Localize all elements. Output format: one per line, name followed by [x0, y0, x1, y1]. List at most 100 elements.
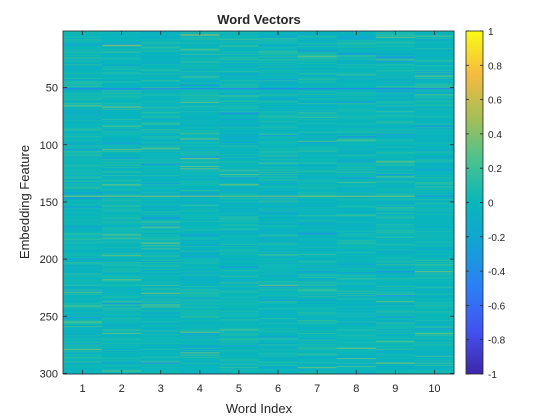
- heatmap-cell: [258, 215, 298, 217]
- heatmap-cell: [414, 122, 455, 125]
- heatmap-cell: [141, 53, 181, 56]
- heatmap-cell: [375, 171, 416, 174]
- heatmap-cell: [219, 308, 259, 311]
- heatmap-cell: [414, 257, 455, 259]
- heatmap-cell: [297, 108, 338, 111]
- heatmap-cell: [219, 148, 259, 151]
- heatmap-cell: [102, 321, 142, 323]
- heatmap-cell: [258, 48, 298, 50]
- heatmap-cell: [297, 268, 338, 271]
- heatmap-cell: [414, 338, 455, 341]
- heatmap-cell: [141, 218, 181, 221]
- heatmap-cell: [336, 354, 377, 357]
- heatmap-cell: [219, 226, 259, 229]
- heatmap-cell: [414, 251, 455, 254]
- heatmap-cell: [141, 298, 181, 301]
- heatmap-cell: [63, 325, 103, 328]
- heatmap-cell: [102, 56, 142, 58]
- heatmap-cell: [258, 354, 298, 357]
- heatmap-cell: [297, 84, 338, 87]
- heatmap-cell: [375, 148, 416, 151]
- heatmap-cell: [375, 49, 416, 51]
- heatmap-cell: [102, 279, 142, 281]
- heatmap-cell: [297, 95, 338, 97]
- heatmap-cell: [336, 274, 377, 277]
- heatmap-cell: [258, 72, 298, 74]
- heatmap-cell: [180, 135, 220, 137]
- heatmap-cell: [180, 91, 220, 94]
- heatmap-cell: [336, 260, 377, 263]
- heatmap-cell: [375, 104, 416, 106]
- heatmap-cell: [219, 60, 259, 63]
- heatmap-cell: [297, 209, 338, 211]
- heatmap-cell: [375, 145, 416, 147]
- heatmap-cell: [141, 349, 181, 352]
- heatmap-cell: [414, 162, 455, 165]
- heatmap-cell: [375, 37, 416, 40]
- heatmap-cell: [180, 199, 220, 201]
- heatmap-cell: [219, 51, 259, 54]
- heatmap-cell: [141, 277, 181, 280]
- heatmap-cell: [297, 202, 338, 205]
- heatmap-cell: [180, 93, 220, 96]
- heatmap-cell: [63, 144, 103, 146]
- heatmap-cell: [219, 273, 259, 275]
- heatmap-cell: [336, 145, 377, 147]
- heatmap-cell: [258, 201, 298, 203]
- heatmap-cell: [102, 50, 142, 52]
- heatmap-cell: [375, 203, 416, 206]
- heatmap-cell: [102, 72, 142, 74]
- heatmap-cell: [258, 89, 298, 91]
- heatmap-cell: [258, 43, 298, 46]
- heatmap-cell: [141, 57, 181, 59]
- heatmap-cell: [102, 41, 142, 43]
- heatmap-cell: [297, 60, 338, 63]
- heatmap-cell: [336, 147, 377, 150]
- heatmap-cell: [297, 232, 338, 234]
- heatmap-cell: [180, 332, 220, 335]
- heatmap-cell: [102, 43, 142, 46]
- heatmap-cell: [414, 237, 455, 240]
- heatmap-cell: [102, 353, 142, 355]
- heatmap-cell: [297, 235, 338, 238]
- heatmap-cell: [102, 122, 142, 125]
- heatmap-cell: [375, 236, 416, 239]
- heatmap-cell: [414, 299, 455, 302]
- heatmap-cell: [297, 274, 338, 277]
- heatmap-cell: [414, 323, 455, 326]
- heatmap-cell: [336, 257, 377, 259]
- heatmap-cell: [336, 329, 377, 331]
- heatmap-cell: [258, 247, 298, 249]
- colorbar-tick-label: -0.8: [488, 336, 506, 347]
- heatmap-cell: [141, 348, 181, 351]
- heatmap-cell: [102, 255, 142, 257]
- heatmap-cell: [258, 83, 298, 86]
- heatmap-cell: [63, 64, 103, 66]
- heatmap-cell: [63, 185, 103, 187]
- heatmap-cell: [297, 244, 338, 247]
- heatmap-cell: [375, 199, 416, 201]
- heatmap-cell: [375, 315, 416, 318]
- heatmap-cell: [297, 258, 338, 261]
- heatmap-cell: [219, 144, 259, 146]
- heatmap-cell: [414, 189, 455, 192]
- heatmap-cell: [336, 312, 377, 314]
- heatmap-cell: [297, 40, 338, 42]
- heatmap-cell: [141, 368, 181, 370]
- heatmap-cell: [219, 209, 259, 211]
- heatmap-cell: [102, 139, 142, 142]
- heatmap-cell: [375, 92, 416, 95]
- heatmap-cell: [336, 316, 377, 319]
- heatmap-cell: [297, 39, 338, 41]
- heatmap-cell: [102, 185, 142, 187]
- heatmap-cell: [102, 211, 142, 214]
- heatmap-cell: [141, 114, 181, 116]
- heatmap-cell: [258, 116, 298, 119]
- heatmap-cell: [63, 209, 103, 211]
- heatmap-cell: [258, 192, 298, 194]
- heatmap-cell: [180, 44, 220, 47]
- heatmap-cell: [414, 255, 455, 257]
- heatmap-cell: [180, 82, 220, 84]
- heatmap-cell: [141, 316, 181, 319]
- heatmap-cell: [102, 289, 142, 291]
